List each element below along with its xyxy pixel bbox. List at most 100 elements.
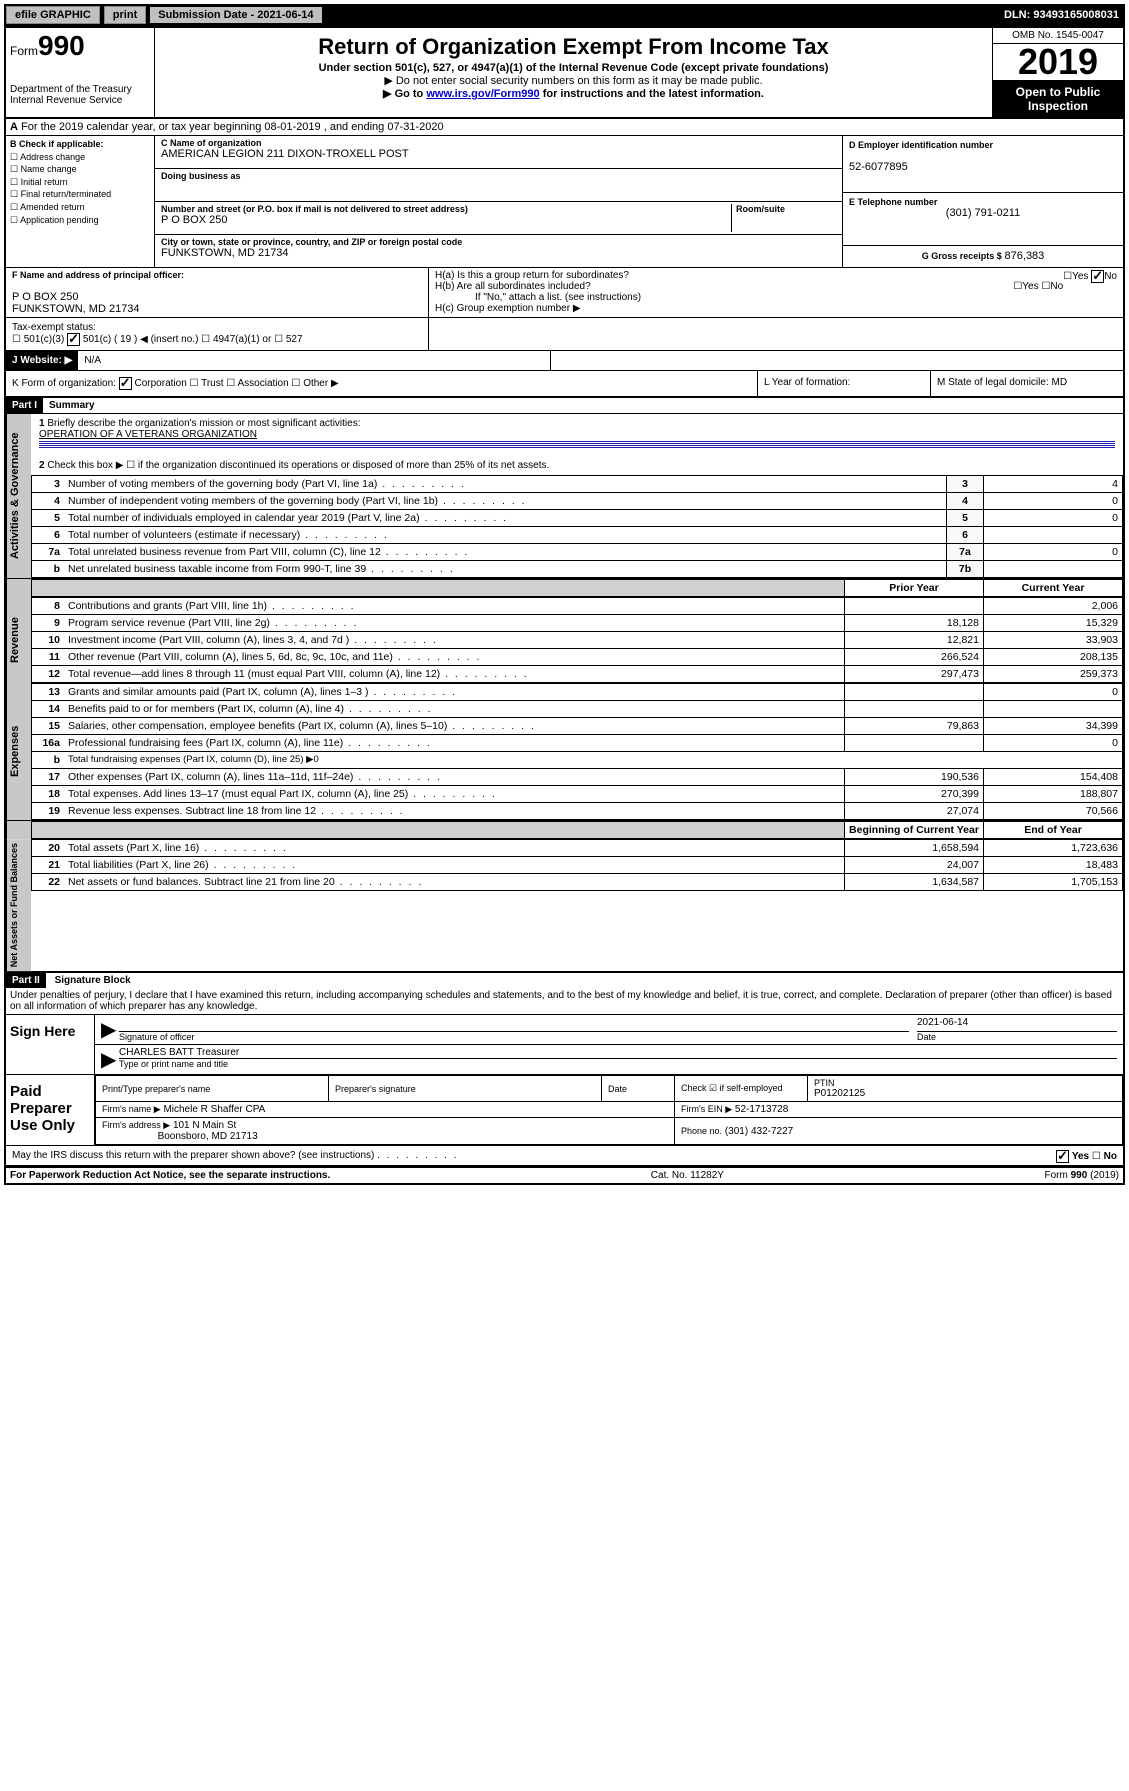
firm-addr-lbl: Firm's address ▶: [102, 1120, 170, 1130]
paid-preparer-label: Paid Preparer Use Only: [6, 1075, 95, 1145]
ts-opt2[interactable]: 4947(a)(1) or: [213, 334, 271, 345]
prep-c5: PTIN: [814, 1078, 1116, 1088]
expenses-table: 13Grants and similar amounts paid (Part …: [31, 683, 1123, 820]
k-corp-check[interactable]: [119, 377, 132, 390]
revenue-table: 8Contributions and grants (Part VIII, li…: [31, 597, 1123, 683]
discuss-yes[interactable]: [1056, 1150, 1069, 1163]
firm-addr2: Boonsboro, MD 21713: [158, 1131, 258, 1142]
tab-governance: Activities & Governance: [6, 414, 31, 578]
ha-no-check[interactable]: [1091, 270, 1104, 283]
h-c: H(c) Group exemption number ▶: [435, 303, 1117, 314]
col-b-title: B Check if applicable:: [10, 138, 150, 151]
form-header: Form990 Department of the Treasury Inter…: [6, 28, 1123, 119]
open-public-badge: Open to Public Inspection: [993, 81, 1123, 117]
preparer-table: Print/Type preparer's name Preparer's si…: [95, 1075, 1123, 1145]
ts-opt0[interactable]: 501(c)(3): [24, 334, 65, 345]
k-label: K Form of organization:: [12, 378, 116, 389]
ts-501c-check[interactable]: [67, 333, 80, 346]
print-button[interactable]: print: [104, 6, 146, 24]
form-prefix: Form: [10, 44, 38, 58]
form-title: Return of Organization Exempt From Incom…: [159, 34, 988, 60]
h-b-note: If "No," attach a list. (see instruction…: [435, 292, 1117, 303]
net-table: 20Total assets (Part X, line 16)1,658,59…: [31, 839, 1123, 891]
cb-address[interactable]: ☐ Address change: [10, 151, 150, 164]
efile-label: efile GRAPHIC: [6, 6, 100, 24]
perjury-text: Under penalties of perjury, I declare th…: [6, 988, 1123, 1014]
section-fhi: F Name and address of principal officer:…: [6, 268, 1123, 318]
city-value: FUNKSTOWN, MD 21734: [161, 247, 836, 259]
tax-status-label: Tax-exempt status:: [12, 322, 96, 333]
tax-status-row: Tax-exempt status: ☐ 501(c)(3) 501(c) ( …: [6, 318, 429, 350]
cb-name[interactable]: ☐ Name change: [10, 163, 150, 176]
sig-date: 2021-06-14: [917, 1017, 1117, 1032]
discuss-row: May the IRS discuss this return with the…: [6, 1146, 1123, 1167]
header-right: OMB No. 1545-0047 2019 Open to Public In…: [992, 28, 1123, 117]
firm-name: Michele R Shaffer CPA: [163, 1104, 265, 1115]
prep-c3: Date: [608, 1084, 668, 1094]
irs-link[interactable]: www.irs.gov/Form990: [426, 88, 539, 100]
note2-post: for instructions and the latest informat…: [540, 88, 764, 100]
col-d-info: D Employer identification number 52-6077…: [843, 136, 1123, 267]
prep-c2: Preparer's signature: [335, 1084, 595, 1094]
form-subtitle: Under section 501(c), 527, or 4947(a)(1)…: [159, 62, 988, 74]
sig-officer-label: Signature of officer: [119, 1032, 909, 1042]
section-bcd: B Check if applicable: ☐ Address change …: [6, 136, 1123, 268]
footer-mid: Cat. No. 11282Y: [651, 1170, 724, 1181]
l-year: L Year of formation:: [758, 371, 931, 396]
dln-label: DLN: 93493165008031: [1004, 9, 1123, 21]
col-b-checkboxes: B Check if applicable: ☐ Address change …: [6, 136, 155, 267]
header-mid: Return of Organization Exempt From Incom…: [155, 28, 992, 117]
website-value: N/A: [78, 351, 551, 370]
cb-amended[interactable]: ☐ Amended return: [10, 201, 150, 214]
h-a: H(a) Is this a group return for subordin…: [435, 270, 1117, 281]
tel-label: E Telephone number: [849, 197, 1117, 207]
addr-value: P O BOX 250: [161, 214, 727, 226]
firm-addr1: 101 N Main St: [173, 1120, 236, 1131]
org-name-label: C Name of organization: [161, 138, 836, 148]
sig-name-label: Type or print name and title: [119, 1059, 1117, 1069]
tab-expenses: Expenses: [6, 683, 31, 820]
row-klm: K Form of organization: Corporation ☐ Tr…: [6, 371, 1123, 398]
k-form-org: K Form of organization: Corporation ☐ Tr…: [6, 371, 758, 396]
footer-left: For Paperwork Reduction Act Notice, see …: [10, 1170, 330, 1181]
tab-revenue: Revenue: [6, 597, 31, 683]
sig-name: CHARLES BATT Treasurer: [119, 1047, 1117, 1059]
tab-spacer: [6, 579, 31, 597]
q1-answer: OPERATION OF A VETERANS ORGANIZATION: [39, 429, 257, 440]
part1-header: Part I: [6, 398, 43, 413]
part2-title: Signature Block: [49, 973, 137, 988]
dba-label: Doing business as: [161, 171, 836, 181]
footer: For Paperwork Reduction Act Notice, see …: [6, 1167, 1123, 1183]
part2-header: Part II: [6, 973, 46, 988]
sign-here-label: Sign Here: [6, 1015, 95, 1074]
tax-year: 2019: [993, 44, 1123, 81]
officer-addr1: P O BOX 250: [12, 291, 422, 303]
form-note1: ▶ Do not enter social security numbers o…: [159, 74, 988, 87]
top-bar: efile GRAPHIC print Submission Date - 20…: [4, 4, 1125, 26]
ein-value: 52-6077895: [849, 161, 1117, 173]
col-h-group: H(a) Is this a group return for subordin…: [429, 268, 1123, 317]
footer-right: Form 990 (2019): [1045, 1170, 1119, 1181]
gross-value: 876,383: [1005, 250, 1045, 262]
col-f-officer: F Name and address of principal officer:…: [6, 268, 429, 317]
prep-c4: Check ☑ if self-employed: [675, 1076, 808, 1102]
form-container: Form990 Department of the Treasury Inter…: [4, 26, 1125, 1185]
q1-text: Briefly describe the organization's miss…: [47, 418, 360, 429]
h-b: H(b) Are all subordinates included? ☐Yes…: [435, 281, 1117, 292]
discuss-text: May the IRS discuss this return with the…: [12, 1150, 374, 1161]
ts-opt3[interactable]: 527: [286, 334, 303, 345]
ts-opt1: 501(c) ( 19 ) ◀ (insert no.): [83, 334, 199, 345]
cb-pending[interactable]: ☐ Application pending: [10, 214, 150, 227]
tel-value: (301) 791-0211: [849, 207, 1117, 219]
ptin-val: P01202125: [814, 1088, 1116, 1099]
prep-c1: Print/Type preparer's name: [102, 1084, 322, 1094]
header-left: Form990 Department of the Treasury Inter…: [6, 28, 155, 117]
cb-final[interactable]: ☐ Final return/terminated: [10, 188, 150, 201]
addr-label: Number and street (or P.O. box if mail i…: [161, 204, 727, 214]
room-label: Room/suite: [736, 204, 836, 214]
tab-net-spacer: [6, 821, 31, 839]
sig-date-label: Date: [917, 1032, 1117, 1042]
part1-title: Summary: [43, 398, 101, 413]
phone-val: (301) 432-7227: [725, 1126, 793, 1137]
cb-initial[interactable]: ☐ Initial return: [10, 176, 150, 189]
